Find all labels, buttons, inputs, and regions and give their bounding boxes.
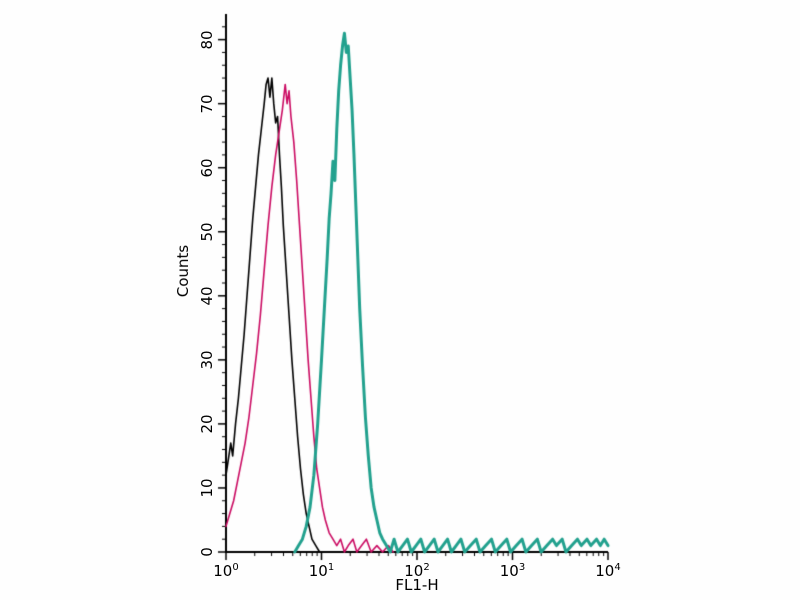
x-tick-exponent: 0 [232,562,239,573]
y-tick-label: 80 [198,30,216,50]
y-tick-label: 50 [198,222,216,242]
x-tick-label: 104 [595,562,621,580]
x-tick-exponent: 3 [518,562,526,573]
y-tick-label: 70 [198,94,216,114]
x-tick-label: 101 [308,562,335,580]
y-tick-label: 10 [198,478,216,498]
y-tick-label: 40 [198,286,216,306]
x-tick-exponent: 4 [614,562,621,573]
y-tick-label: 30 [198,350,216,370]
x-tick-exponent: 1 [327,562,335,573]
x-axis-title: FL1-H [395,576,439,594]
x-tick-label: 102 [404,562,430,580]
x-tick-label: 100 [213,562,239,580]
x-tick-label: 103 [499,562,526,580]
y-tick-label: 0 [198,547,216,557]
x-tick-exponent: 2 [423,562,430,573]
y-axis-title: Counts [174,244,192,298]
y-tick-label: 60 [198,158,216,178]
y-tick-label: 20 [198,414,216,434]
